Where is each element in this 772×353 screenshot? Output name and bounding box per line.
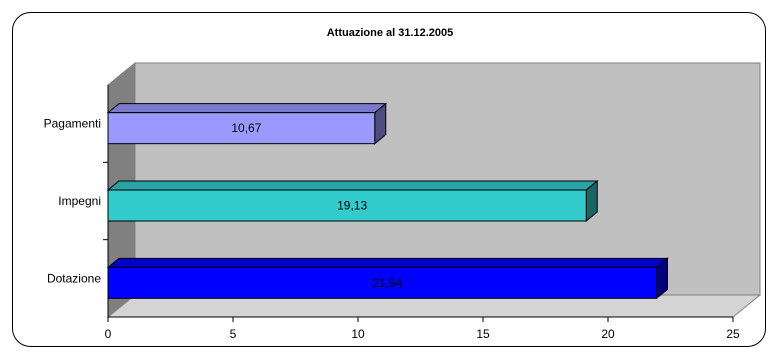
x-tick-label: 15 xyxy=(476,327,490,341)
x-tick-label: 25 xyxy=(726,327,740,341)
category-label: Dotazione xyxy=(47,271,101,285)
bar-top-pagamenti xyxy=(106,103,388,114)
bar-top-dotazione xyxy=(106,257,669,268)
x-tick-label: 0 xyxy=(105,327,112,341)
bar-pagamenti xyxy=(107,112,376,145)
bar-dotazione xyxy=(107,266,657,299)
x-tick-label: 10 xyxy=(351,327,365,341)
plot-area: 0 5 10 15 20 25 10,67 Pagamenti 19,13 Impegni 21,9… xyxy=(44,61,762,341)
chart-frame: Attuazione al 31.12.2005 0 5 10 15 20 25 10,67… xyxy=(12,12,766,347)
category-label: Impegni xyxy=(58,194,101,208)
x-tick-label: 20 xyxy=(601,327,615,341)
bar-value-label: 19,13 xyxy=(337,199,367,213)
category-label: Pagamenti xyxy=(44,117,101,131)
bar-top-impegni xyxy=(106,180,599,191)
bar-value-label: 21,94 xyxy=(372,276,402,290)
chart-title: Attuazione al 31.12.2005 xyxy=(327,27,454,39)
chart-svg: Attuazione al 31.12.2005 0 5 10 15 20 25 10,67… xyxy=(12,12,766,347)
x-tick-label: 5 xyxy=(230,327,237,341)
bar-impegni xyxy=(107,189,587,222)
bar-value-label: 10,67 xyxy=(231,121,261,135)
